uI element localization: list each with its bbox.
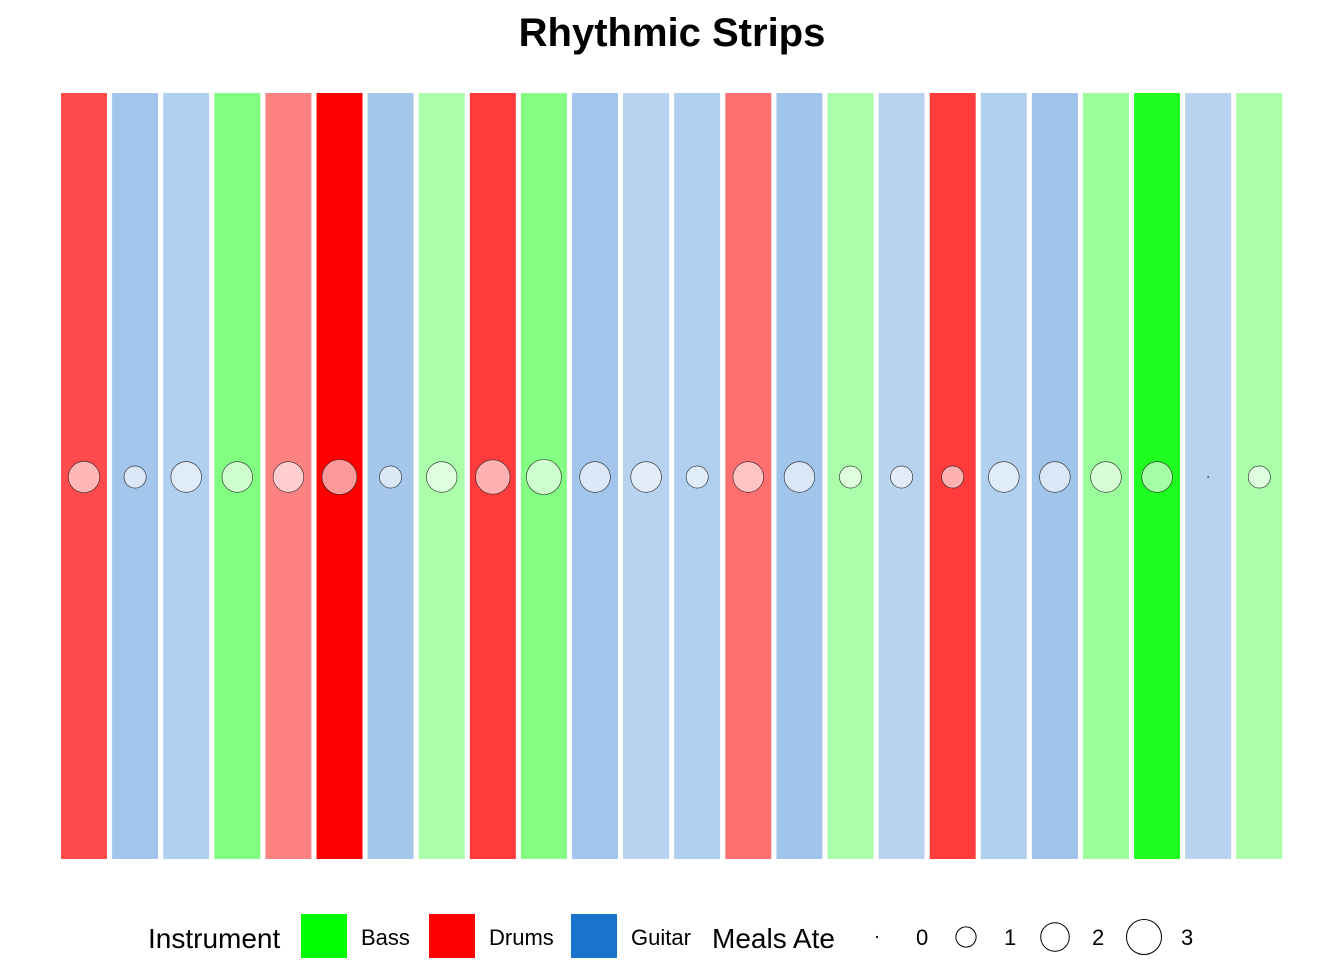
- meal-point-24: [1247, 465, 1271, 489]
- meal-point-9: [475, 459, 511, 495]
- legend-size-label-1: 1: [1004, 925, 1016, 950]
- legend-size-label-2: 2: [1092, 925, 1104, 950]
- meal-point-5: [272, 461, 305, 493]
- legend-fill-items: Bass Drums Guitar: [301, 914, 691, 958]
- legend-size-label-3: 3: [1181, 925, 1193, 950]
- legend-key-drums: [429, 914, 475, 958]
- meal-point-15: [783, 461, 816, 493]
- meal-point-13: [685, 465, 709, 489]
- legend-size-key-0: [875, 935, 879, 939]
- meal-point-18: [941, 465, 965, 489]
- meal-point-12: [630, 461, 662, 493]
- meal-point-2: [123, 465, 147, 489]
- legend-size-key-2: [1040, 922, 1070, 952]
- meal-point-1: [68, 461, 100, 493]
- meal-point-19: [988, 461, 1020, 493]
- meal-point-4: [221, 461, 253, 493]
- legend-size-label-0: 0: [916, 925, 928, 950]
- meal-point-10: [526, 459, 562, 495]
- meal-point-7: [379, 465, 402, 489]
- legend-size-title: Meals Ate: [712, 923, 835, 954]
- meal-point-20: [1039, 461, 1071, 493]
- legend-fill-title: Instrument: [148, 923, 280, 954]
- legend-size-key-1: [955, 926, 977, 948]
- meal-point-14: [732, 461, 764, 493]
- meal-point-3: [170, 461, 202, 493]
- points-group: [68, 459, 1271, 495]
- legend: Instrument Bass Drums Guitar Meals Ate 0 1 2…: [148, 914, 1193, 958]
- legend-key-guitar: [571, 914, 617, 958]
- legend-label-bass: Bass: [361, 925, 410, 950]
- meal-point-22: [1141, 461, 1173, 493]
- legend-key-bass: [301, 914, 347, 958]
- strip-23: [1185, 93, 1232, 859]
- meal-point-17: [890, 465, 913, 489]
- meal-point-21: [1090, 461, 1122, 493]
- legend-size-items: 0 1 2 3: [875, 919, 1193, 955]
- legend-label-guitar: Guitar: [631, 925, 691, 950]
- legend-label-drums: Drums: [489, 925, 554, 950]
- meal-point-8: [426, 461, 458, 493]
- meal-point-16: [839, 465, 862, 489]
- meal-point-11: [579, 461, 611, 493]
- meal-point-23: [1207, 476, 1210, 478]
- meal-point-6: [321, 459, 358, 495]
- legend-size-key-3: [1126, 919, 1162, 955]
- chart-title: Rhythmic Strips: [519, 11, 826, 55]
